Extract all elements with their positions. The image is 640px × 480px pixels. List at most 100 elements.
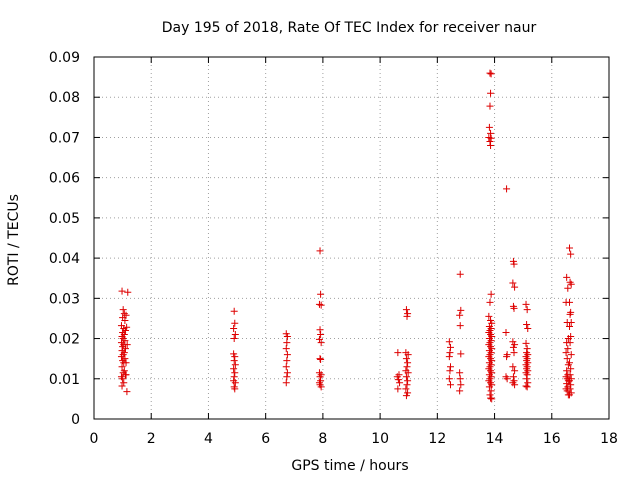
y-tick-label: 0.04 (49, 251, 80, 267)
data-point (522, 382, 530, 390)
y-tick-label: 0.02 (49, 332, 80, 348)
data-point (563, 355, 571, 363)
data-point (118, 382, 126, 390)
data-point (403, 312, 411, 320)
data-point (509, 373, 517, 381)
data-point (317, 331, 325, 339)
data-point (523, 306, 531, 314)
data-point (231, 353, 239, 361)
data-point (567, 365, 575, 373)
data-point (564, 345, 572, 353)
data-point (404, 377, 412, 385)
data-point (566, 359, 574, 367)
data-point (283, 333, 291, 341)
data-point (445, 338, 453, 346)
x-tick-label: 8 (318, 431, 327, 447)
y-tick-label: 0.01 (49, 372, 80, 388)
data-point (524, 325, 532, 332)
data-point (523, 383, 531, 391)
data-point (403, 363, 411, 371)
data-point (567, 250, 575, 258)
data-point (315, 300, 323, 308)
data-point (487, 129, 495, 137)
data-point (404, 359, 412, 367)
data-point (511, 381, 519, 389)
data-point (119, 306, 127, 314)
data-point (394, 349, 402, 357)
data-point (283, 339, 291, 347)
data-point (316, 355, 324, 363)
data-point (567, 280, 575, 288)
data-point (230, 357, 238, 365)
data-point (231, 369, 239, 377)
data-point (123, 323, 131, 331)
data-point (230, 325, 238, 332)
data-point (122, 371, 130, 379)
x-tick-label: 2 (147, 431, 156, 447)
data-point (445, 353, 453, 361)
data-point (445, 375, 453, 383)
data-point (118, 363, 126, 371)
data-point (566, 322, 574, 330)
x-tick-label: 14 (486, 431, 504, 447)
data-point (231, 361, 239, 369)
data-point (566, 371, 574, 379)
data-point (566, 339, 574, 347)
data-point (402, 392, 410, 400)
x-tick-label: 0 (90, 431, 99, 447)
data-point (566, 377, 574, 385)
data-point (404, 351, 412, 359)
data-point (402, 355, 410, 363)
data-point (317, 290, 325, 298)
data-point (456, 375, 464, 383)
data-point (486, 298, 494, 306)
data-point (230, 373, 238, 381)
data-point (510, 260, 518, 268)
y-tick-label: 0.07 (49, 130, 80, 146)
data-point (457, 350, 465, 358)
data-point (511, 367, 519, 375)
data-point (122, 311, 130, 319)
data-point (121, 316, 129, 324)
data-point (567, 333, 575, 341)
data-point (522, 300, 530, 308)
data-point (522, 339, 530, 347)
data-point (486, 102, 494, 110)
data-point (486, 391, 494, 399)
data-point (487, 134, 495, 142)
data-point (567, 351, 575, 359)
data-point (510, 304, 518, 312)
data-point (485, 312, 493, 320)
data-point (503, 185, 511, 193)
data-point (231, 319, 239, 327)
y-tick-label: 0 (71, 412, 80, 428)
data-point (503, 375, 511, 383)
data-point (446, 343, 454, 351)
y-tick-label: 0.03 (49, 291, 80, 307)
data-point (230, 335, 238, 343)
data-point (317, 301, 325, 309)
data-point (523, 320, 531, 328)
x-tick-label: 10 (371, 431, 389, 447)
data-point (282, 345, 290, 353)
data-point (283, 357, 291, 365)
data-point (456, 387, 464, 395)
data-point (283, 351, 291, 359)
data-point (487, 387, 495, 395)
data-point (457, 381, 465, 389)
data-point (446, 349, 454, 357)
grid-lines (94, 57, 609, 419)
data-point (317, 383, 325, 391)
x-tick-label: 18 (600, 431, 618, 447)
data-point (403, 381, 411, 389)
data-point (487, 290, 495, 298)
data-point (485, 383, 493, 391)
data-point (402, 385, 410, 393)
data-point (394, 376, 402, 384)
data-point (316, 326, 324, 334)
data-point (230, 365, 238, 373)
x-tick-labels: 0 2 4 6 8 10 12 14 16 18 (90, 431, 618, 447)
x-tick-label: 4 (204, 431, 213, 447)
data-point (566, 391, 574, 399)
